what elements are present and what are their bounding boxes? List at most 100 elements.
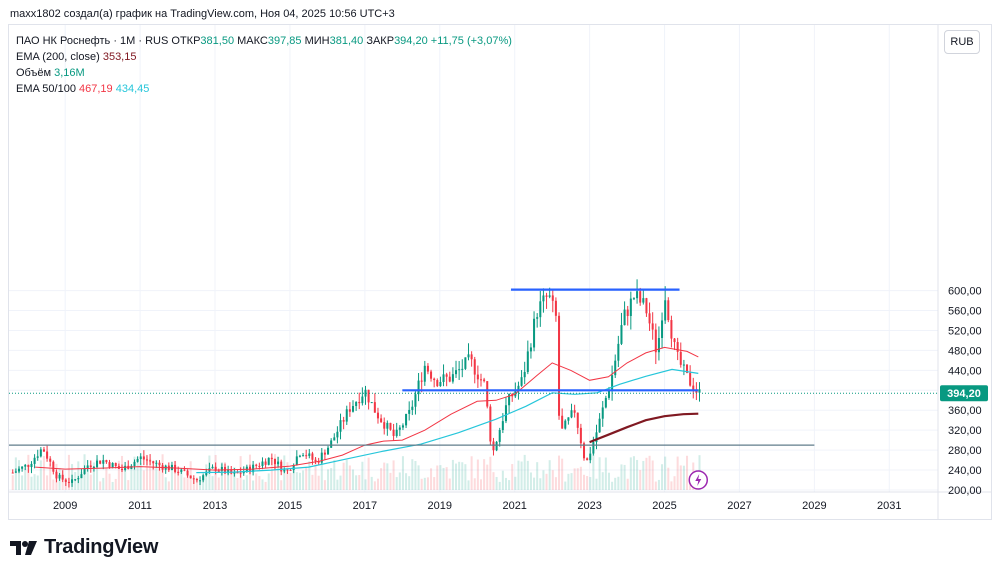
volume-bar bbox=[667, 467, 670, 490]
volume-bar bbox=[92, 462, 95, 490]
volume-bar bbox=[174, 461, 177, 490]
candle bbox=[398, 427, 401, 430]
candle bbox=[576, 412, 579, 428]
currency-button[interactable]: RUB bbox=[944, 30, 980, 54]
candle bbox=[564, 420, 567, 429]
volume-bar bbox=[405, 473, 408, 490]
volume-bar bbox=[355, 475, 358, 490]
volume-bar bbox=[333, 459, 336, 490]
volume-bar bbox=[676, 456, 679, 490]
candle bbox=[529, 347, 532, 352]
legend-ema50100-row: EMA 50/100 467,19 434,45 bbox=[16, 81, 512, 97]
volume-bar bbox=[614, 477, 617, 490]
volume-bar bbox=[33, 474, 36, 490]
candle bbox=[342, 420, 345, 422]
candle bbox=[442, 374, 445, 382]
candle bbox=[386, 422, 389, 429]
candle bbox=[351, 406, 355, 412]
volume-bar bbox=[39, 460, 42, 490]
candle bbox=[686, 364, 689, 373]
volume-bar bbox=[158, 461, 161, 490]
volume-bar bbox=[558, 455, 561, 490]
lightning-icon[interactable] bbox=[688, 470, 709, 490]
candle bbox=[339, 420, 342, 432]
volume-bar bbox=[539, 478, 542, 490]
candle bbox=[392, 429, 395, 436]
legend-ema50100-label: EMA 50/100 bbox=[16, 83, 76, 95]
volume-bar bbox=[670, 481, 673, 490]
candle bbox=[124, 465, 127, 471]
candle bbox=[623, 309, 626, 326]
volume-bar bbox=[46, 475, 49, 490]
candle bbox=[433, 378, 436, 381]
candle bbox=[520, 377, 523, 386]
legend-open-label: ОТКР bbox=[171, 35, 201, 47]
volume-bar bbox=[504, 477, 507, 490]
candle bbox=[586, 458, 589, 461]
candle bbox=[673, 338, 676, 343]
candle bbox=[189, 475, 192, 479]
candle bbox=[227, 469, 230, 474]
volume-bar bbox=[586, 476, 589, 490]
volume-bar bbox=[320, 461, 323, 490]
volume-bar bbox=[686, 455, 689, 490]
volume-bar bbox=[127, 480, 130, 490]
candle bbox=[289, 469, 292, 471]
candle bbox=[217, 470, 220, 472]
candle bbox=[492, 441, 495, 451]
volume-bar bbox=[21, 475, 24, 490]
volume-bar bbox=[227, 472, 230, 490]
candle bbox=[42, 449, 45, 452]
volume-bar bbox=[336, 479, 339, 490]
candle bbox=[273, 458, 276, 465]
x-tick-label-5: 2019 bbox=[428, 500, 452, 512]
candle bbox=[626, 309, 629, 317]
candle bbox=[664, 300, 667, 321]
volume-bar bbox=[579, 466, 582, 490]
chart-frame bbox=[8, 24, 992, 520]
volume-bar bbox=[267, 473, 270, 490]
volume-bar bbox=[52, 479, 55, 490]
volume-bar bbox=[417, 465, 420, 490]
candle bbox=[639, 291, 642, 303]
volume-bar bbox=[689, 481, 692, 490]
volume-bar bbox=[351, 469, 355, 490]
candle bbox=[376, 412, 379, 419]
volume-bar bbox=[217, 477, 220, 490]
volume-bar bbox=[445, 467, 448, 490]
candle bbox=[689, 372, 692, 386]
candle bbox=[298, 455, 301, 457]
candle bbox=[548, 295, 551, 297]
candle bbox=[567, 417, 570, 421]
candle bbox=[458, 369, 461, 371]
volume-bar bbox=[623, 464, 626, 490]
y-tick-label-2: 280,00 bbox=[948, 445, 982, 457]
ema50-line bbox=[35, 346, 699, 471]
volume-bar bbox=[348, 465, 351, 490]
candle bbox=[336, 431, 339, 438]
volume-bar bbox=[430, 468, 433, 490]
candle bbox=[311, 453, 314, 460]
tradingview-logo[interactable]: TradingView bbox=[10, 536, 158, 559]
volume-bar bbox=[426, 477, 429, 490]
candle bbox=[314, 459, 317, 462]
candle bbox=[205, 471, 208, 476]
volume-bar bbox=[561, 458, 564, 490]
volume-bar bbox=[96, 458, 99, 490]
y-tick-label-1: 240,00 bbox=[948, 465, 982, 477]
candle bbox=[467, 354, 470, 358]
candle bbox=[305, 455, 308, 457]
candle bbox=[333, 437, 336, 441]
volume-bar bbox=[89, 474, 92, 490]
volume-bar bbox=[380, 468, 383, 490]
candle bbox=[604, 397, 607, 408]
candle bbox=[155, 462, 158, 464]
candle bbox=[361, 396, 364, 404]
candle bbox=[286, 469, 289, 471]
volume-bar bbox=[617, 476, 620, 490]
volume-bar bbox=[323, 480, 326, 490]
volume-bar bbox=[308, 461, 311, 490]
legend-symbol: ПАО НК Роснефть · 1М · RUS bbox=[16, 35, 169, 47]
chart-legend: ПАО НК Роснефть · 1М · RUS ОТКР381,50 МА… bbox=[16, 33, 512, 97]
